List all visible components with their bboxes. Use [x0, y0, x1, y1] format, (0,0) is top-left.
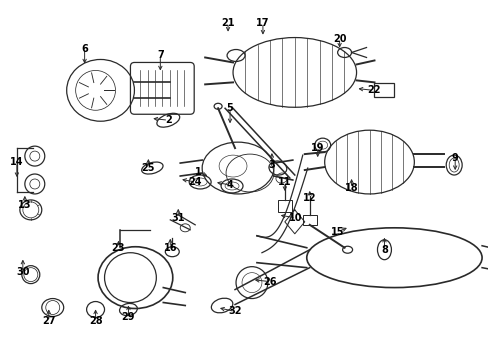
Text: 20: 20: [332, 33, 346, 44]
Text: 30: 30: [16, 267, 30, 276]
Text: 21: 21: [221, 18, 234, 28]
Text: 23: 23: [112, 243, 125, 253]
Text: 8: 8: [380, 245, 387, 255]
Text: 24: 24: [188, 177, 202, 187]
Bar: [374, 84, 394, 97]
Text: 22: 22: [366, 85, 380, 95]
Text: 19: 19: [310, 143, 324, 153]
Text: 3: 3: [268, 160, 275, 170]
Text: 31: 31: [171, 213, 184, 223]
Text: 13: 13: [18, 200, 32, 210]
Text: 1: 1: [194, 167, 201, 177]
Text: 17: 17: [256, 18, 269, 28]
Text: 29: 29: [122, 312, 135, 323]
Text: 5: 5: [226, 103, 233, 113]
Text: 2: 2: [164, 115, 171, 125]
Text: 27: 27: [42, 316, 56, 327]
Text: 7: 7: [157, 50, 163, 60]
Bar: [302, 215, 316, 225]
Text: 28: 28: [89, 316, 102, 327]
Text: 25: 25: [142, 163, 155, 173]
Text: 6: 6: [81, 44, 88, 54]
Text: 15: 15: [330, 227, 344, 237]
Text: 18: 18: [344, 183, 358, 193]
Text: 16: 16: [163, 243, 177, 253]
Text: 10: 10: [288, 213, 302, 223]
Bar: [277, 200, 291, 212]
Text: 14: 14: [10, 157, 23, 167]
Text: 9: 9: [451, 153, 458, 163]
Text: 11: 11: [278, 177, 291, 187]
Text: 4: 4: [226, 180, 233, 190]
Text: 32: 32: [228, 306, 241, 316]
Text: 12: 12: [303, 193, 316, 203]
Text: 26: 26: [263, 276, 276, 287]
